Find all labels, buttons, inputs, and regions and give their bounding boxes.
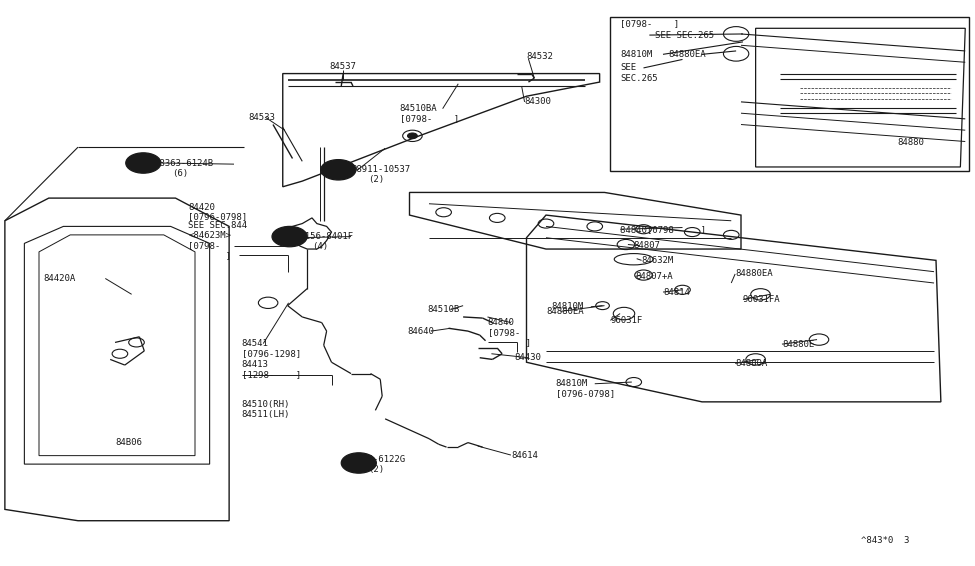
Text: 84880EA: 84880EA: [669, 50, 707, 59]
Text: 84807: 84807: [634, 241, 661, 250]
Text: 84880EA: 84880EA: [546, 307, 584, 316]
Text: 84807+A: 84807+A: [636, 272, 674, 281]
Text: B: B: [356, 458, 362, 468]
Text: (2): (2): [369, 465, 385, 474]
Text: 84614: 84614: [511, 451, 538, 460]
Text: 84810M: 84810M: [552, 302, 584, 311]
Text: 84880EA: 84880EA: [735, 269, 773, 278]
Text: 84413: 84413: [242, 360, 269, 369]
Text: 96031FA: 96031FA: [743, 295, 781, 304]
Text: ^843*0  3: ^843*0 3: [861, 536, 910, 545]
Text: 84430: 84430: [515, 353, 542, 362]
Text: 84880E: 84880E: [782, 340, 814, 349]
Text: 84814: 84814: [663, 288, 690, 297]
Text: 84510BA: 84510BA: [400, 104, 438, 113]
Text: [0796-0798]: [0796-0798]: [188, 212, 248, 221]
Circle shape: [408, 133, 417, 139]
Text: 84880A: 84880A: [735, 359, 767, 368]
Text: [0798-: [0798-: [188, 241, 220, 250]
Text: 84810M: 84810M: [620, 50, 652, 59]
Text: ]: ]: [188, 251, 231, 260]
Text: (4): (4): [312, 242, 329, 251]
Text: [0798-    ]: [0798- ]: [620, 19, 680, 28]
Text: 84300: 84300: [525, 97, 552, 106]
Text: ]: ]: [488, 338, 530, 347]
Bar: [610, 17, 969, 171]
Text: 84533: 84533: [249, 113, 276, 122]
Text: 84420: 84420: [188, 203, 215, 212]
Text: 84510(RH): 84510(RH): [242, 400, 291, 409]
Circle shape: [126, 153, 161, 173]
Text: SEE SEC.265: SEE SEC.265: [655, 31, 715, 40]
Text: 84640: 84640: [408, 327, 435, 336]
Text: 08911-10537: 08911-10537: [351, 165, 410, 174]
Text: 84532: 84532: [526, 52, 554, 61]
Text: SEC.265: SEC.265: [620, 74, 658, 83]
Circle shape: [341, 453, 376, 473]
Text: 08363-6124B: 08363-6124B: [154, 158, 214, 168]
Text: [0798-    ]: [0798- ]: [400, 114, 459, 123]
Text: (6): (6): [173, 169, 189, 178]
Text: 84B06: 84B06: [115, 438, 142, 447]
Text: <84623M>: <84623M>: [188, 231, 231, 240]
Text: 84840[0798-    ]: 84840[0798- ]: [620, 225, 706, 234]
Text: 96031F: 96031F: [610, 316, 643, 325]
Text: 84420A: 84420A: [44, 274, 76, 283]
Text: [0798-: [0798-: [488, 328, 520, 337]
Text: 84880: 84880: [897, 138, 924, 147]
Circle shape: [321, 160, 356, 180]
Text: 84632M: 84632M: [642, 256, 674, 265]
Text: SEE: SEE: [620, 63, 637, 72]
Text: B: B: [287, 232, 292, 241]
Text: [1298-    ]: [1298- ]: [242, 370, 301, 379]
Text: 84840: 84840: [488, 318, 515, 327]
Text: N: N: [335, 165, 341, 174]
Text: 84541: 84541: [242, 339, 269, 348]
Text: 84510B: 84510B: [427, 305, 459, 314]
Circle shape: [272, 226, 307, 247]
Text: 84537: 84537: [330, 62, 357, 71]
Text: 84810M: 84810M: [556, 379, 588, 388]
Text: (2): (2): [369, 175, 385, 185]
Text: SEE SEC.844: SEE SEC.844: [188, 221, 248, 230]
Text: 08146-6122G: 08146-6122G: [346, 455, 406, 464]
Text: 08156-8401F: 08156-8401F: [294, 232, 354, 241]
Text: S: S: [140, 158, 146, 168]
Text: [0796-0798]: [0796-0798]: [556, 389, 615, 398]
Text: 84511(LH): 84511(LH): [242, 410, 291, 419]
Text: [0796-1298]: [0796-1298]: [242, 349, 301, 358]
